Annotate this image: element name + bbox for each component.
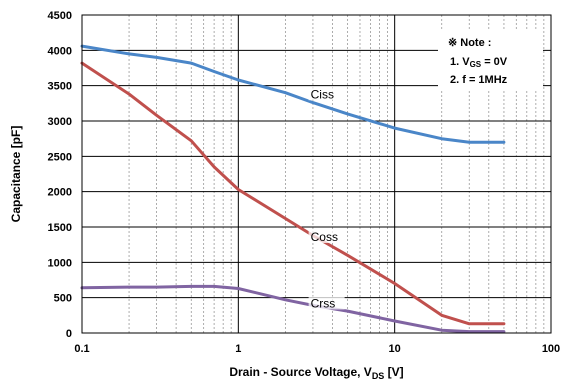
note-line-1-suffix: = 0V [481, 56, 508, 68]
x-axis-title-prefix: Drain - Source Voltage, V [229, 365, 371, 379]
series-labels: Ciss Coss Crss [308, 87, 345, 310]
note-line-1: 1. VGS = 0V [450, 56, 508, 69]
y-tick-label: 2000 [48, 187, 72, 199]
x-axis-title-suffix: [V] [384, 365, 403, 379]
series-layer [80, 44, 506, 334]
series-line-coss [80, 61, 506, 326]
note-box: ※ Note : 1. VGS = 0V 2. f = 1MHz [438, 30, 543, 90]
y-tick-label: 3500 [48, 81, 72, 93]
y-tick-label: 4000 [48, 45, 72, 57]
y-tick-label: 1500 [48, 222, 72, 234]
x-axis-title-sub: DS [372, 371, 385, 381]
series-line-crss [80, 284, 506, 334]
y-tick-label: 2500 [48, 151, 72, 163]
series-label-bg [308, 87, 345, 101]
series-label-bg [308, 296, 345, 310]
y-tick-label: 1000 [48, 257, 72, 269]
y-tick-label: 4500 [48, 10, 72, 22]
series-label-crss: Crss [311, 296, 336, 310]
y-tick-label: 0 [66, 328, 72, 340]
series-label-coss: Coss [311, 230, 338, 244]
plot-frame [81, 14, 552, 334]
x-tick-label: 0.1 [74, 343, 89, 355]
x-axis-title: Drain - Source Voltage, VDS [V] [229, 365, 403, 381]
x-tick-labels: 0.1 1 10 100 [74, 343, 560, 355]
x-tick-label: 10 [389, 343, 401, 355]
y-tick-labels: 0 500 1000 1500 2000 2500 3000 3500 4000 4500 [48, 10, 72, 340]
y-tick-label: 500 [54, 293, 72, 305]
series-label-ciss: Ciss [311, 87, 334, 101]
series-line-ciss [80, 44, 506, 144]
note-line-1-sub: GS [470, 60, 482, 69]
y-tick-label: 3000 [48, 116, 72, 128]
y-axis-title: Capacitance [pF] [9, 126, 23, 223]
major-grid [82, 15, 551, 333]
series-label-bg [308, 230, 345, 244]
x-tick-label: 1 [235, 343, 241, 355]
note-title: ※ Note : [448, 37, 491, 49]
note-line-1-prefix: 1. V [450, 56, 470, 68]
x-tick-label: 100 [542, 343, 560, 355]
note-background [438, 30, 543, 90]
note-line-2: 2. f = 1MHz [450, 74, 508, 86]
